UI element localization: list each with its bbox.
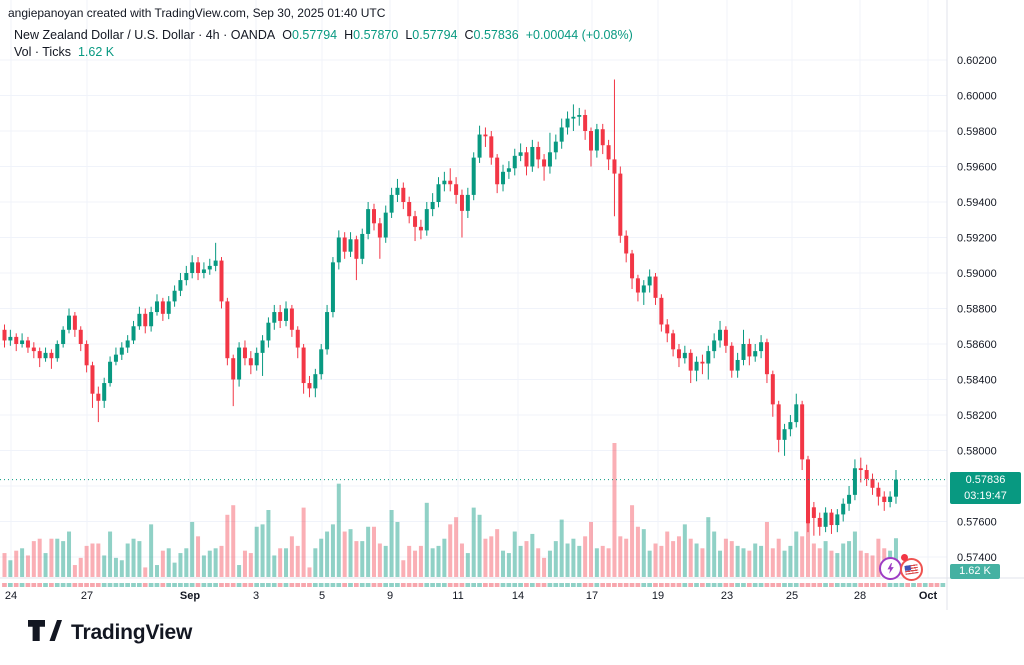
svg-text:14: 14 (512, 590, 524, 602)
last-price-value: 0.57836 (965, 474, 1006, 486)
svg-text:0.58800: 0.58800 (957, 304, 997, 316)
svg-text:9: 9 (387, 590, 393, 602)
svg-text:0.58000: 0.58000 (957, 446, 997, 458)
economic-event-lightning-icon[interactable] (879, 557, 902, 580)
tradingview-logo-mark (28, 620, 62, 641)
svg-text:0.59000: 0.59000 (957, 268, 997, 280)
last-price-badge: 0.57836 03:19:47 (950, 472, 1021, 504)
svg-text:27: 27 (81, 590, 93, 602)
svg-text:0.57600: 0.57600 (957, 517, 997, 529)
symbol-title[interactable]: New Zealand Dollar / U.S. Dollar · 4h · … (14, 28, 276, 42)
watermark: angiepanoyan created with TradingView.co… (8, 6, 386, 20)
svg-text:3: 3 (253, 590, 259, 602)
tradingview-logo-text: TradingView (71, 621, 193, 644)
svg-text:19: 19 (652, 590, 664, 602)
candlestick-chart[interactable]: 0.60200 0.60000 0.59800 0.59600 0.59400 0.592… (0, 0, 1024, 612)
event-markers (879, 551, 929, 581)
svg-text:0.57400: 0.57400 (957, 552, 997, 564)
svg-text:0.58400: 0.58400 (957, 375, 997, 387)
open-value: 0.57794 (291, 28, 338, 42)
low-key: L (405, 28, 413, 42)
lightning-bolt-icon (887, 563, 894, 574)
svg-text:5: 5 (319, 590, 325, 602)
symbol-legend: New Zealand Dollar / U.S. Dollar · 4h · … (14, 27, 633, 61)
svg-text:0.58200: 0.58200 (957, 410, 997, 422)
open-key: O (282, 28, 292, 42)
svg-text:0.59600: 0.59600 (957, 162, 997, 174)
svg-text:25: 25 (786, 590, 798, 602)
change-value: +0.00044 (+0.08%) (525, 28, 633, 42)
high-value: 0.57870 (353, 28, 399, 42)
svg-text:0.59800: 0.59800 (957, 126, 997, 138)
svg-text:0.60200: 0.60200 (957, 55, 997, 67)
close-value: 0.57836 (473, 28, 519, 42)
svg-text:23: 23 (721, 590, 733, 602)
svg-text:24: 24 (5, 590, 17, 602)
svg-text:Oct: Oct (919, 590, 938, 602)
svg-text:0.59400: 0.59400 (957, 197, 997, 209)
us-flag-icon (904, 564, 919, 575)
high-key: H (344, 28, 354, 42)
economic-event-us-flag-icon[interactable] (900, 558, 923, 581)
low-value: 0.57794 (412, 28, 458, 42)
svg-text:Sep: Sep (180, 590, 200, 602)
svg-text:11: 11 (452, 590, 463, 602)
svg-text:17: 17 (586, 590, 598, 602)
svg-text:28: 28 (854, 590, 866, 602)
svg-text:0.60000: 0.60000 (957, 91, 997, 103)
tradingview-logo[interactable]: TradingView (28, 620, 192, 646)
svg-text:0.59200: 0.59200 (957, 233, 997, 245)
event-notification-dot (901, 554, 908, 561)
svg-text:0.58600: 0.58600 (957, 339, 997, 351)
volume-indicator-label[interactable]: Vol · Ticks (14, 45, 71, 59)
bar-countdown: 03:19:47 (964, 490, 1007, 502)
volume-axis-badge: 1.62 K (950, 564, 1000, 579)
volume-indicator-value: 1.62 K (77, 45, 115, 59)
close-key: C (464, 28, 474, 42)
